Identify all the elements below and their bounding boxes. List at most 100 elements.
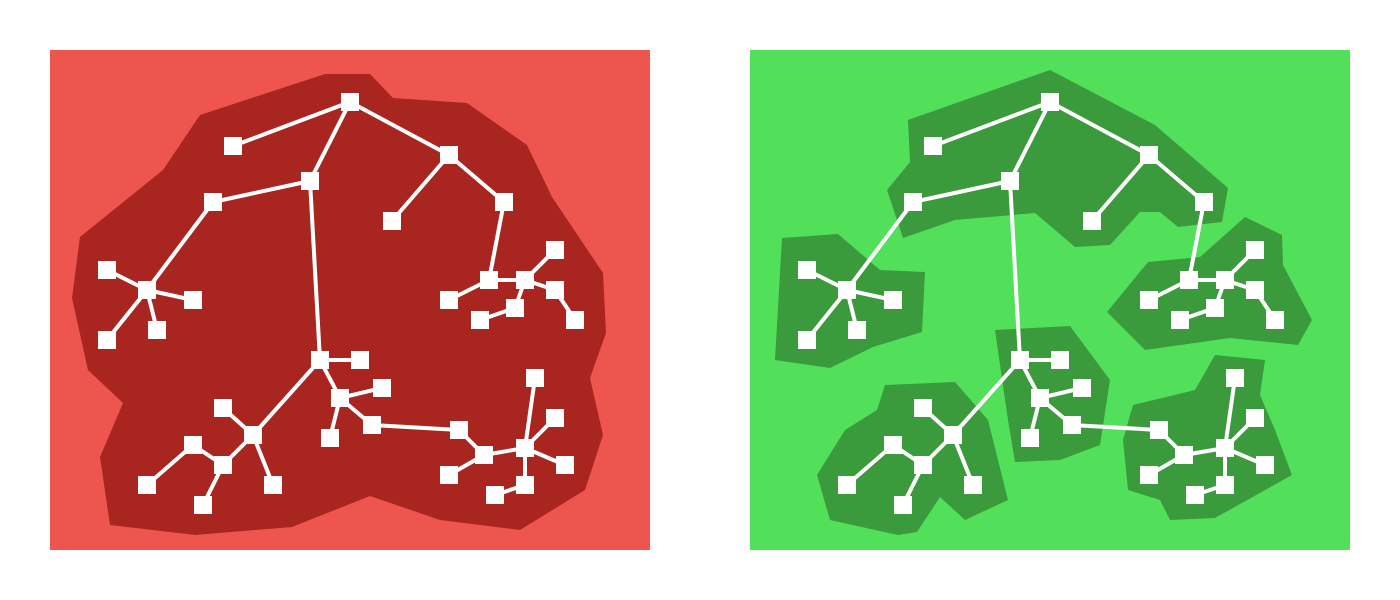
- left-node-38: [556, 456, 574, 474]
- left-node-21: [351, 351, 369, 369]
- left-node-11: [148, 321, 166, 339]
- left-node-32: [321, 429, 339, 447]
- right-node-4: [904, 193, 922, 211]
- left-node-17: [566, 311, 584, 329]
- left-node-29: [194, 496, 212, 514]
- left-edge-32: [370, 423, 461, 432]
- right-node-5: [1083, 212, 1101, 230]
- right-node-12: [1180, 271, 1198, 289]
- left-edge-0: [231, 100, 352, 148]
- left-edge-5: [390, 153, 451, 223]
- right-edge-5: [1090, 153, 1151, 223]
- right-edge-35: [1223, 376, 1237, 450]
- left-edge-21: [251, 358, 322, 437]
- right-edge-7: [845, 200, 915, 292]
- right-node-31: [1063, 416, 1081, 434]
- right-node-33: [1150, 421, 1168, 439]
- right-node-23: [1031, 389, 1049, 407]
- left-edge-6: [447, 153, 506, 204]
- left-node-4: [204, 193, 222, 211]
- right-edge-2: [1048, 100, 1151, 157]
- right-node-11: [848, 321, 866, 339]
- left-node-2: [301, 172, 319, 190]
- right-edge-32: [1070, 423, 1161, 432]
- left-node-34: [475, 446, 493, 464]
- left-node-36: [526, 369, 544, 387]
- left-node-26: [214, 456, 232, 474]
- right-node-35: [1216, 439, 1234, 457]
- right-node-0: [1041, 93, 1059, 111]
- left-node-9: [184, 291, 202, 309]
- left-tree-nodes: [98, 93, 584, 514]
- right-node-40: [1186, 486, 1204, 504]
- left-node-20: [311, 351, 329, 369]
- right-node-19: [1171, 311, 1189, 329]
- right-node-17: [1266, 311, 1284, 329]
- right-node-10: [798, 331, 816, 349]
- left-node-16: [546, 281, 564, 299]
- right-node-28: [838, 476, 856, 494]
- left-node-14: [516, 271, 534, 289]
- right-edge-12: [1187, 200, 1206, 282]
- right-edge-3: [911, 179, 1012, 204]
- left-node-10: [98, 331, 116, 349]
- left-edge-4: [308, 179, 322, 362]
- left-node-5: [383, 212, 401, 230]
- left-node-37: [546, 409, 564, 427]
- left-node-3: [440, 146, 458, 164]
- left-node-24: [214, 399, 232, 417]
- right-node-22: [944, 426, 962, 444]
- right-cluster-region-bottom-right: [1123, 355, 1292, 520]
- right-node-7: [838, 281, 856, 299]
- left-panel: [50, 50, 650, 550]
- right-node-29: [894, 496, 912, 514]
- right-node-32: [1021, 429, 1039, 447]
- right-node-37: [1246, 409, 1264, 427]
- left-node-19: [471, 311, 489, 329]
- left-node-41: [440, 466, 458, 484]
- right-node-6: [1195, 193, 1213, 211]
- right-node-21: [1051, 351, 1069, 369]
- left-node-12: [480, 271, 498, 289]
- left-edge-1: [308, 100, 352, 183]
- right-node-25: [884, 436, 902, 454]
- left-node-31: [363, 416, 381, 434]
- left-node-22: [244, 426, 262, 444]
- right-node-18: [1206, 299, 1224, 317]
- left-node-35: [516, 439, 534, 457]
- left-node-27: [264, 476, 282, 494]
- right-cluster-region-top: [887, 70, 1228, 247]
- left-node-25: [184, 436, 202, 454]
- right-node-38: [1256, 456, 1274, 474]
- right-tree-nodes: [798, 93, 1284, 514]
- right-node-36: [1226, 369, 1244, 387]
- right-node-26: [914, 456, 932, 474]
- left-edge-7: [145, 200, 215, 292]
- right-node-3: [1140, 146, 1158, 164]
- left-node-18: [506, 299, 524, 317]
- left-node-0: [341, 93, 359, 111]
- left-node-7: [138, 281, 156, 299]
- right-node-20: [1011, 351, 1029, 369]
- left-node-28: [138, 476, 156, 494]
- right-edge-1: [1008, 100, 1052, 183]
- left-node-33: [450, 421, 468, 439]
- right-panel: [750, 50, 1350, 550]
- right-node-9: [884, 291, 902, 309]
- right-node-1: [924, 137, 942, 155]
- left-edge-3: [211, 179, 312, 204]
- left-edge-12: [487, 200, 506, 282]
- left-node-40: [486, 486, 504, 504]
- left-node-23: [331, 389, 349, 407]
- left-node-15: [546, 241, 564, 259]
- right-edge-0: [931, 100, 1052, 148]
- right-node-34: [1175, 446, 1193, 464]
- right-node-41: [1140, 466, 1158, 484]
- right-node-13: [1140, 291, 1158, 309]
- left-node-39: [516, 476, 534, 494]
- right-node-39: [1216, 476, 1234, 494]
- right-edge-4: [1008, 179, 1022, 362]
- left-node-8: [98, 261, 116, 279]
- left-node-13: [440, 291, 458, 309]
